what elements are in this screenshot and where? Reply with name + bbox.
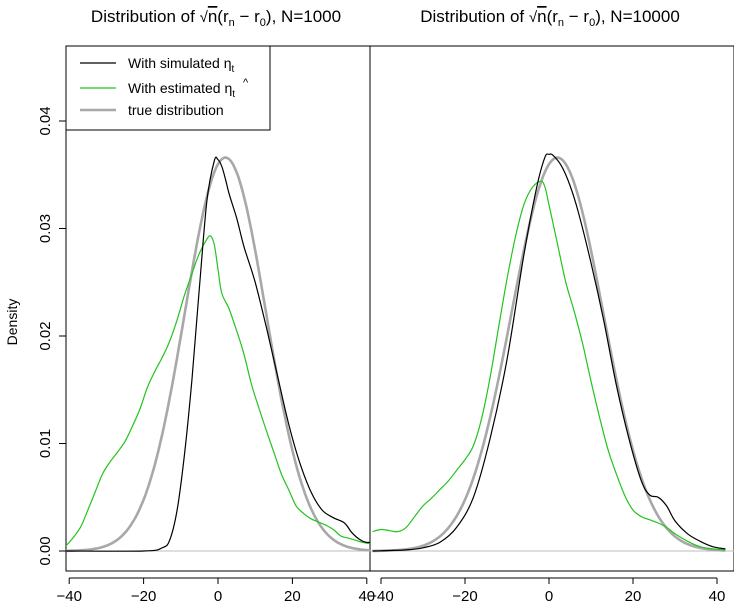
panel-2-title-suffix: , N=10000 <box>601 7 680 26</box>
series-simulated-line <box>372 153 726 552</box>
panel-1-x-axis: −40 −20 0 20 40 <box>56 577 375 605</box>
x-tick-label: 20 <box>284 588 301 605</box>
x-tick-label: 40 <box>709 588 726 605</box>
y-axis: 0.00 0.01 0.02 0.03 0.04 <box>37 106 66 566</box>
panel-1-title-suffix: , N=1000 <box>272 7 341 26</box>
series-true-line <box>372 156 726 553</box>
x-tick-label: −20 <box>131 588 156 605</box>
legend-label-estimated: With estimated ηt <box>128 80 235 100</box>
legend-label-simulated: With simulated ηt <box>128 55 234 75</box>
x-tick-label: −40 <box>368 588 393 605</box>
legend: With simulated ηt With estimated ηt ^ tr… <box>65 45 271 131</box>
legend-label-true: true distribution <box>128 102 224 118</box>
x-tick-label: −40 <box>56 588 81 605</box>
x-tick-label: −20 <box>452 588 477 605</box>
y-tick-label: 0.03 <box>37 214 54 243</box>
y-tick-label: 0.04 <box>37 106 54 135</box>
y-tick-label: 0.02 <box>37 321 54 350</box>
series-true-line <box>66 156 370 553</box>
series-simulated-line <box>66 156 370 552</box>
x-tick-label: 20 <box>625 588 642 605</box>
x-tick-label: 0 <box>545 588 553 605</box>
y-axis-label: Density <box>4 299 20 346</box>
panel-1-title-prefix: Distribution of <box>91 7 200 26</box>
legend-hat-mark: ^ <box>243 77 249 89</box>
panel-2-frame <box>369 45 734 572</box>
series-estimated-line <box>66 235 370 547</box>
series-estimated-line <box>372 180 726 551</box>
panel-2-x-axis: −40 −20 0 20 40 <box>368 577 726 605</box>
y-tick-label: 0.01 <box>37 429 54 458</box>
y-tick-label: 0.00 <box>37 536 54 565</box>
x-tick-label: 0 <box>214 588 222 605</box>
x-tick-label: 40 <box>358 588 375 605</box>
panel-2-title-prefix: Distribution of <box>420 7 529 26</box>
panel-2-series <box>370 153 734 553</box>
panel-2-title: Distribution of √n(rn − r0), N=10000 <box>420 7 680 29</box>
panel-1-title: Distribution of √n(rn − r0), N=1000 <box>91 7 341 29</box>
panel-1-series <box>66 156 370 553</box>
